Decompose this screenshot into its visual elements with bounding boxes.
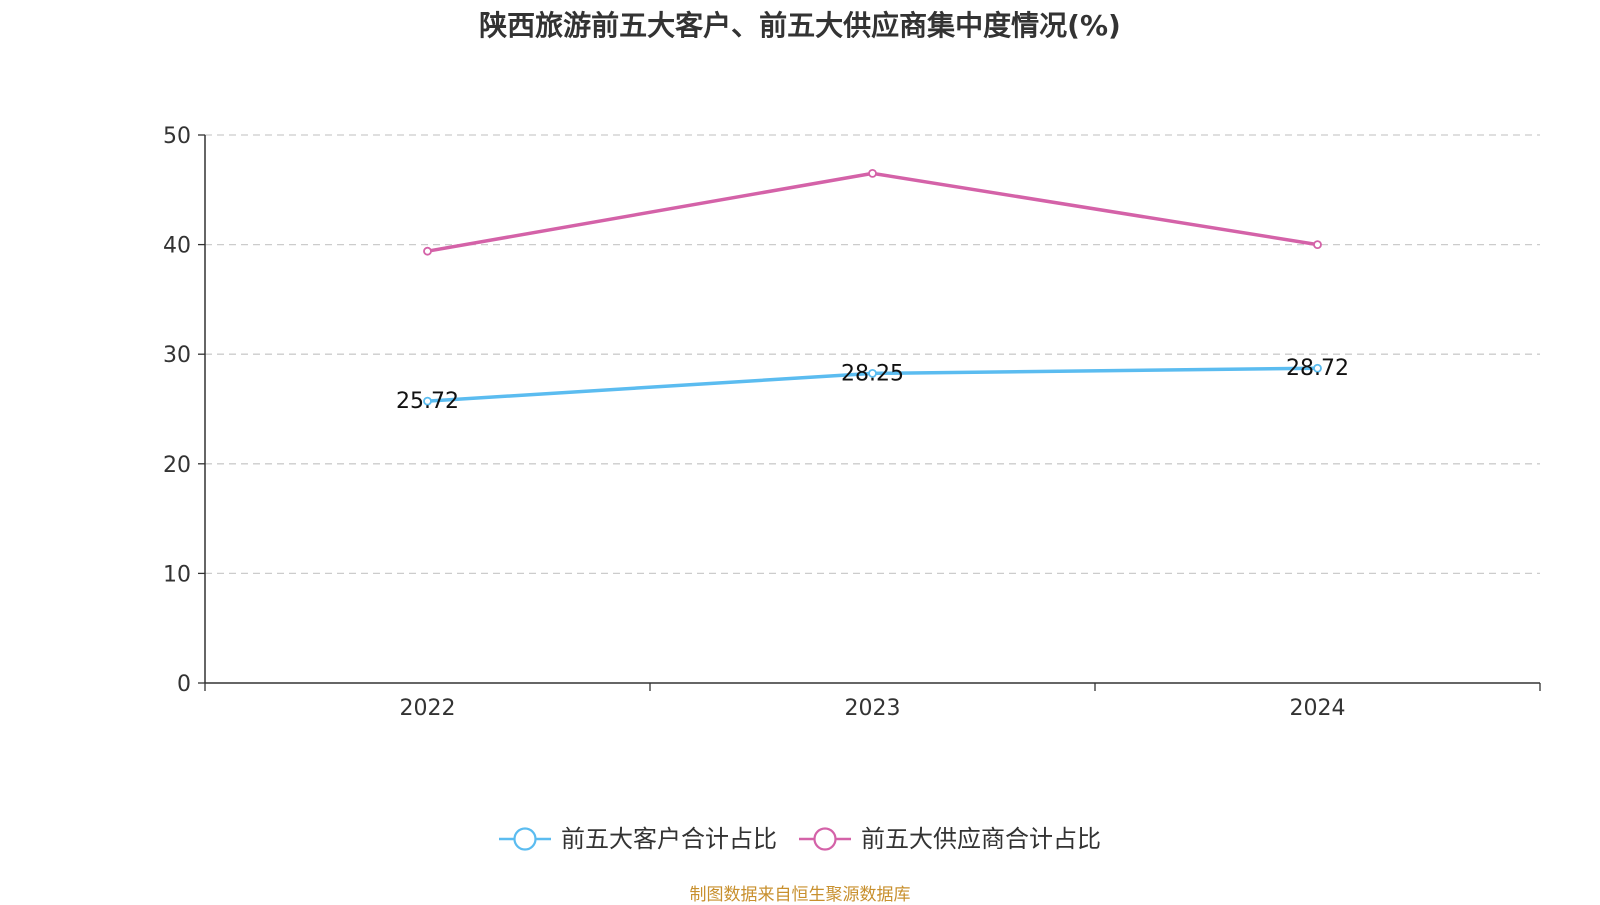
series-lines: [423, 168, 1322, 406]
data-label: 25.72: [396, 389, 459, 414]
legend-item-0[interactable]: 前五大客户合计占比: [499, 825, 777, 853]
grid-lines: [205, 134, 1540, 575]
x-tick-label: 2022: [400, 696, 456, 721]
y-tick-label: 20: [163, 453, 191, 478]
data-point: [868, 168, 877, 178]
source-note: 制图数据来自恒生聚源数据库: [689, 885, 911, 905]
data-point: [868, 368, 877, 378]
y-tick-label: 30: [163, 343, 191, 368]
x-tick-label: 2023: [845, 696, 901, 721]
data-label: 28.25: [841, 361, 904, 386]
data-point: [423, 396, 432, 406]
data-point: [1313, 240, 1322, 250]
legend-label: 前五大供应商合计占比: [861, 825, 1101, 853]
x-tick-label: 2024: [1290, 696, 1346, 721]
data-point: [1313, 363, 1322, 373]
legend-label: 前五大客户合计占比: [561, 825, 777, 853]
series-line-1: [427, 171, 1318, 253]
legend-item-1[interactable]: 前五大供应商合计占比: [799, 825, 1101, 853]
data-label: 28.72: [1286, 356, 1349, 381]
legend-marker: [813, 827, 837, 851]
legend[interactable]: 前五大客户合计占比 前五大供应商合计占比: [499, 825, 1101, 853]
y-tick-label: 40: [163, 234, 191, 259]
y-tick-label: 50: [163, 124, 191, 149]
data-point: [423, 246, 432, 256]
axes: 0 10 20 30 40 50 2022 2023 2024: [163, 124, 1541, 721]
y-tick-label: 10: [163, 562, 191, 587]
y-tick-label: 0: [177, 672, 191, 697]
legend-marker: [513, 827, 537, 851]
data-labels: 25.72 28.25 28.72: [396, 356, 1349, 414]
chart-title: 陕西旅游前五大客户、前五大供应商集中度情况(%): [479, 9, 1121, 42]
